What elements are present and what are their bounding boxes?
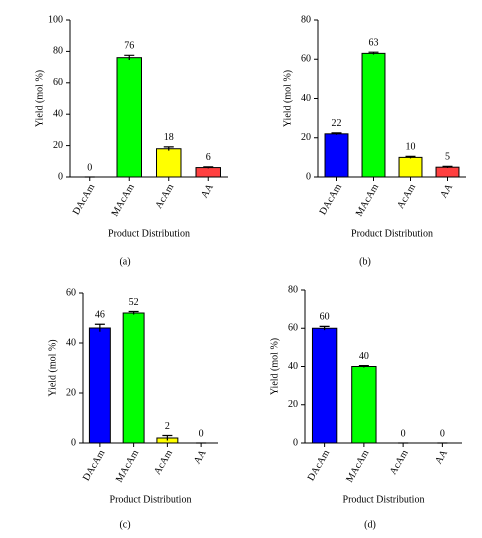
panel-label: (a): [119, 256, 130, 267]
value-label: 63: [369, 37, 379, 48]
y-tick-label: 100: [48, 14, 63, 25]
y-tick-label: 80: [288, 284, 298, 295]
bar: [116, 57, 142, 178]
value-label: 10: [406, 142, 416, 153]
bar: [195, 167, 221, 178]
y-tick-label: 40: [288, 361, 298, 372]
error-bar: [442, 165, 453, 168]
y-tick-label: 20: [288, 399, 298, 410]
value-label: 2: [165, 421, 170, 432]
y-axis-label: Yield (mol %): [282, 70, 293, 127]
x-tick-label: AcAm: [152, 448, 175, 477]
x-tick-label: AA: [199, 181, 216, 200]
panel-label: (c): [119, 519, 130, 530]
bar: [351, 366, 377, 444]
y-tick-label: 60: [288, 323, 298, 334]
y-tick-label: 40: [66, 337, 76, 348]
value-label: 18: [164, 132, 174, 143]
x-tick-label: DAcAm: [81, 448, 108, 483]
error-bar: [405, 155, 416, 159]
value-label: 0: [401, 428, 406, 439]
x-tick-label: MAcAm: [344, 448, 371, 484]
x-tick-label: DAcAm: [318, 182, 345, 217]
error-bar: [331, 132, 342, 135]
y-tick-label: 0: [58, 171, 63, 182]
y-tick-label: 20: [53, 140, 63, 151]
panel-label: (b): [359, 256, 371, 267]
error-bar: [163, 146, 174, 151]
panel-label: (d): [364, 519, 376, 530]
x-tick-label: DAcAm: [71, 182, 98, 217]
bar: [435, 166, 460, 178]
error-bar: [203, 166, 214, 169]
value-label: 46: [95, 310, 105, 321]
y-tick-label: 20: [66, 387, 76, 398]
error-bar: [162, 434, 173, 441]
y-tick-label: 80: [53, 46, 63, 57]
y-tick-label: 0: [293, 437, 298, 448]
y-axis-label: Yield (mol %): [47, 339, 58, 396]
bar: [361, 52, 386, 178]
x-tick-label: MAcAm: [354, 182, 381, 218]
y-tick-label: 60: [66, 287, 76, 298]
value-label: 0: [199, 428, 204, 439]
value-label: 40: [359, 351, 369, 362]
bar: [122, 312, 145, 444]
x-tick-label: DAcAm: [306, 448, 333, 483]
value-label: 5: [445, 152, 450, 163]
x-tick-label: AcAm: [153, 182, 176, 211]
x-axis-label: Product Distribution: [343, 494, 425, 505]
y-tick-label: 80: [301, 14, 311, 25]
error-bar: [128, 310, 139, 315]
value-label: 0: [87, 162, 92, 173]
x-tick-label: AA: [192, 447, 209, 466]
value-label: 60: [320, 312, 330, 323]
y-axis-label: Yield (mol %): [269, 338, 280, 395]
y-axis-label: Yield (mol %): [34, 70, 45, 127]
error-bar: [319, 325, 330, 331]
error-bar: [368, 51, 379, 55]
y-tick-label: 60: [301, 54, 311, 65]
x-tick-label: MAcAm: [114, 448, 141, 484]
y-tick-label: 0: [306, 171, 311, 182]
error-bar: [358, 364, 369, 368]
x-tick-label: AcAm: [388, 448, 411, 477]
bar: [324, 133, 349, 178]
y-tick-label: 40: [301, 93, 311, 104]
error-bar: [124, 54, 135, 61]
value-label: 22: [332, 118, 342, 129]
x-tick-label: AA: [433, 447, 450, 466]
x-tick-label: MAcAm: [110, 182, 137, 218]
value-label: 0: [440, 428, 445, 439]
bar: [156, 148, 182, 178]
y-tick-label: 0: [71, 437, 76, 448]
x-axis-label: Product Distribution: [108, 228, 190, 239]
value-label: 6: [206, 152, 211, 163]
y-tick-label: 60: [53, 77, 63, 88]
bar: [398, 156, 423, 178]
bar: [88, 327, 111, 444]
x-tick-label: AA: [438, 181, 455, 200]
error-bar: [94, 323, 105, 332]
y-tick-label: 20: [301, 132, 311, 143]
x-axis-label: Product Distribution: [351, 228, 433, 239]
y-tick-label: 40: [53, 108, 63, 119]
value-label: 76: [124, 41, 134, 52]
value-label: 52: [129, 297, 139, 308]
bar: [311, 327, 338, 444]
x-tick-label: AcAm: [395, 182, 418, 211]
x-axis-label: Product Distribution: [110, 494, 192, 505]
